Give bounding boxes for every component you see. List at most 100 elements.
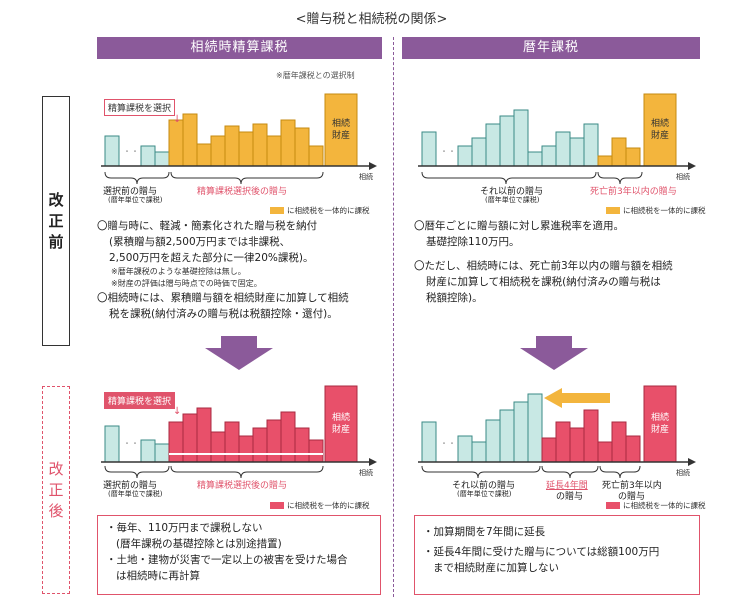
bar [471, 137, 487, 167]
before-char-1: 改 [48, 190, 64, 209]
bar [471, 441, 487, 463]
after-char-2: 正 [48, 480, 64, 499]
left-after-legend: に相続税を一体的に課税 [270, 500, 370, 511]
before-char-2: 正 [48, 211, 64, 230]
bar [140, 439, 156, 463]
brace3 [599, 465, 641, 479]
select-callout: 精算課税を選択 [104, 99, 176, 116]
bar [154, 443, 170, 463]
bar [625, 147, 641, 167]
estate-label-2: 財産 [651, 423, 669, 435]
bar [457, 435, 473, 463]
before-reform-label: 改 正 前 [42, 96, 70, 346]
note-line: ※暦年課税のような基礎控除は無し。 [111, 267, 246, 276]
estate-label-1: 相続 [332, 117, 350, 129]
brace1 [104, 171, 170, 185]
brace2 [597, 171, 643, 185]
bar [294, 127, 310, 167]
axis-arrow [369, 458, 377, 466]
bar [421, 421, 437, 463]
legend-text: に相続税を一体的に課税 [287, 206, 370, 215]
right-before-braces [421, 171, 643, 185]
arrow-stem [221, 336, 257, 348]
bar [513, 109, 529, 167]
left-arrow-icon [544, 388, 610, 408]
legend-swatch [270, 207, 284, 214]
right-before-text: 〇暦年ごとに贈与額に対し累進税率を適用。 基礎控除110万円。 〇ただし、相続時… [414, 218, 714, 306]
bar [210, 135, 226, 167]
bar [168, 119, 184, 167]
brace1 [421, 171, 597, 185]
bar [611, 421, 627, 463]
column-divider [393, 37, 394, 597]
bar [280, 119, 296, 167]
text-line: 財産に加算して相続税を課税(納付済みの贈与税は [426, 276, 661, 288]
bar [555, 131, 571, 167]
select-callout-after: 精算課税を選択 [104, 392, 176, 409]
bar [625, 435, 641, 463]
axis-arrow [688, 162, 696, 170]
estate-bar [643, 385, 677, 463]
bar [294, 427, 310, 463]
right-column-header: 暦年課税 [402, 37, 700, 59]
text-line: 〇相続時には、累積贈与額を相続財産に加算して相続 [97, 292, 349, 304]
left-down-arrow-icon [205, 336, 273, 370]
bar [308, 145, 324, 167]
left-after-chart: ・・・ 相続 財産 相続 [101, 385, 377, 477]
axis-arrow [688, 458, 696, 466]
text-line: ・加算期間を7年間に延長 [423, 526, 546, 538]
axis-label: 相続 [676, 468, 690, 477]
brace2 [170, 465, 324, 479]
arrow-stem [536, 336, 572, 348]
bar [421, 131, 437, 167]
callout-arrow-icon: ↓ [173, 114, 182, 125]
bar [541, 437, 557, 463]
bar [238, 435, 254, 463]
brace1 [421, 465, 541, 479]
text-line: は相続時に再計算 [116, 570, 200, 582]
bar [569, 427, 585, 463]
bar [252, 427, 268, 463]
bar [499, 409, 515, 463]
arrow-head [205, 348, 273, 370]
bar [238, 131, 254, 167]
right-before-legend: に相続税を一体的に課税 [606, 205, 706, 216]
left-before-brace1-label: 選択前の贈与 [103, 187, 158, 197]
bar [210, 431, 226, 463]
bar [485, 419, 501, 463]
right-before-chart: ・・・ 相続 財産 相続 [418, 93, 696, 181]
bar [266, 419, 282, 463]
bar [266, 135, 282, 167]
legend-swatch [270, 502, 284, 509]
right-after-braces [421, 465, 641, 479]
bar [527, 393, 543, 463]
estate-bar [324, 93, 358, 167]
ellipsis: ・・・ [440, 147, 464, 156]
brace1 [104, 465, 170, 479]
bar [583, 409, 599, 463]
estate-label-1: 相続 [332, 411, 350, 423]
left-after-brace1-sub: (暦年単位で課税) [108, 490, 163, 498]
right-after-brace3-label: 死亡前3年以内 [602, 481, 662, 491]
bar [104, 425, 120, 463]
text-line: (暦年課税の基礎控除とは別途措置) [116, 538, 282, 550]
right-before-brace2-label: 死亡前3年以内の贈与 [590, 187, 677, 197]
after-char-3: 後 [48, 501, 64, 520]
bar [555, 421, 571, 463]
left-before-brace2-label: 精算課税選択後の贈与 [197, 187, 288, 197]
bar [252, 123, 268, 167]
note-line: ※財産の評価は贈与時点での時価で固定。 [111, 279, 262, 288]
bar [224, 125, 240, 167]
right-after-chart: ・・・ 相続 財産 相続 [418, 385, 696, 477]
text-line: 〇暦年ごとに贈与額に対し累進税率を適用。 [414, 220, 624, 232]
text-line: 税額控除)。 [426, 292, 483, 304]
bar [583, 123, 599, 167]
right-after-box: ・加算期間を7年間に延長 ・延長4年間に受けた贈与については総額100万円 まで… [414, 515, 700, 595]
bar [541, 145, 557, 167]
left-before-text: 〇贈与時に、軽減・簡素化された贈与税を納付 (累積贈与額2,500万円までは非課… [97, 218, 387, 322]
left-before-braces [104, 171, 324, 185]
bar [485, 123, 501, 167]
axis-label: 相続 [359, 172, 373, 181]
text-line: 〇ただし、相続時には、死亡前3年以内の贈与額を相続 [414, 260, 673, 272]
arrow-head [520, 348, 588, 370]
